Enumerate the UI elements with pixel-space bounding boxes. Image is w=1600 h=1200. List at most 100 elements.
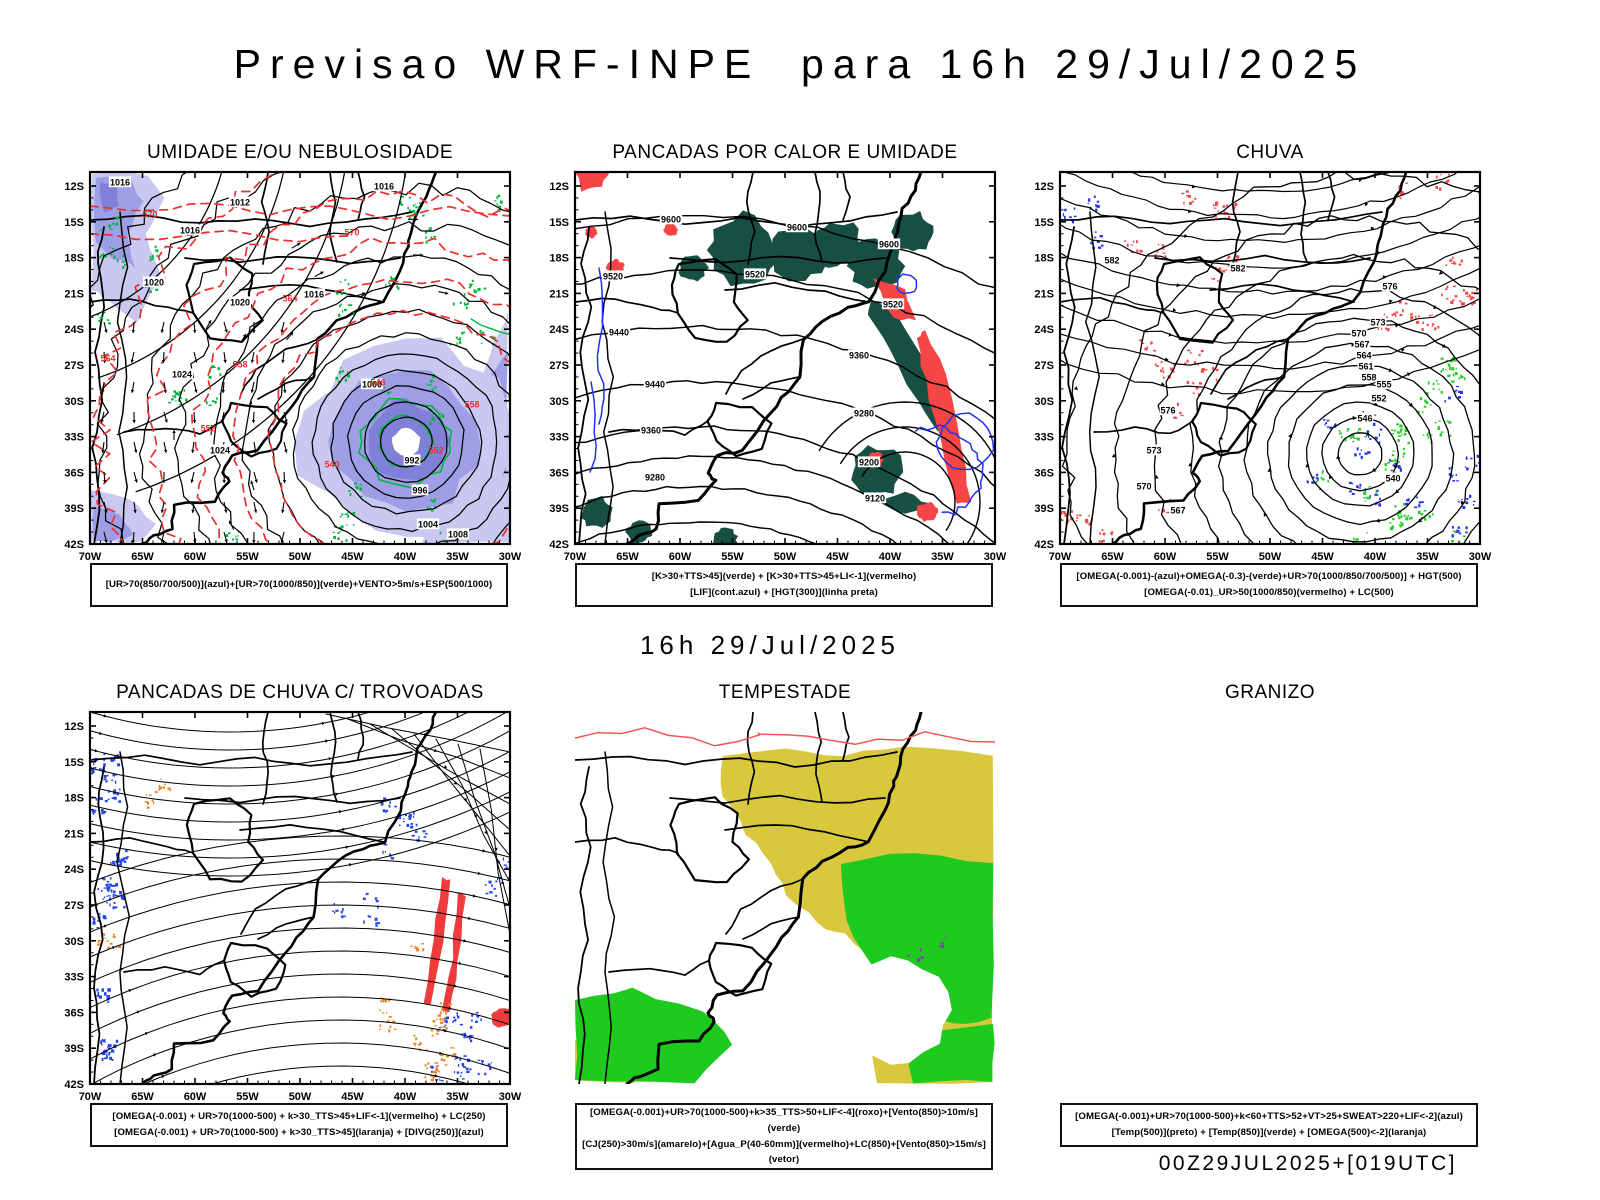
svg-text:33S: 33S xyxy=(1034,432,1054,444)
svg-text:558: 558 xyxy=(1361,372,1376,382)
caption-line: [OMEGA(-0.001) + UR>70(1000-500) + k>30_… xyxy=(112,1111,486,1123)
svg-text:55W: 55W xyxy=(236,1091,259,1103)
svg-text:50W: 50W xyxy=(1259,551,1282,563)
svg-text:9120: 9120 xyxy=(865,493,885,503)
svg-text:15S: 15S xyxy=(64,217,84,229)
panel-title: GRANIZO xyxy=(1224,682,1316,703)
svg-text:9360: 9360 xyxy=(849,350,869,360)
svg-text:992: 992 xyxy=(404,455,419,465)
panel-caption: [OMEGA(-0.001)+UR>70(1000-500)+k>35_TTS>… xyxy=(575,1103,993,1171)
svg-text:42S: 42S xyxy=(64,539,84,551)
svg-text:1008: 1008 xyxy=(448,529,468,539)
svg-text:9600: 9600 xyxy=(787,222,807,232)
caption-line: [OMEGA(-0.001)+UR>70(1000-500)+k<60+TTS>… xyxy=(1075,1111,1463,1123)
svg-text:1004: 1004 xyxy=(418,519,438,529)
svg-text:60W: 60W xyxy=(184,551,207,563)
svg-text:39S: 39S xyxy=(64,1043,84,1055)
svg-text:21S: 21S xyxy=(549,288,569,300)
svg-text:30S: 30S xyxy=(1034,396,1054,408)
panel-caption: [K>30+TTS>45](verde) + [K>30+TTS>45+LI<-… xyxy=(575,563,993,607)
map-granizo xyxy=(1060,712,1480,1084)
svg-text:18S: 18S xyxy=(1034,253,1054,265)
svg-text:582: 582 xyxy=(1230,263,1245,273)
svg-text:55W: 55W xyxy=(236,551,259,563)
panel-title: CHUVA xyxy=(1236,142,1304,163)
svg-text:570: 570 xyxy=(142,209,157,219)
svg-text:36S: 36S xyxy=(64,467,84,479)
svg-text:30W: 30W xyxy=(499,1091,522,1103)
svg-text:70W: 70W xyxy=(564,551,587,563)
svg-text:573: 573 xyxy=(1146,445,1161,455)
svg-text:27S: 27S xyxy=(549,360,569,372)
svg-text:70W: 70W xyxy=(79,551,102,563)
svg-text:552: 552 xyxy=(1371,393,1386,403)
svg-text:9600: 9600 xyxy=(661,214,681,224)
svg-text:1016: 1016 xyxy=(110,177,130,187)
svg-text:42S: 42S xyxy=(549,539,569,551)
svg-text:36S: 36S xyxy=(64,1007,84,1019)
svg-text:9520: 9520 xyxy=(883,299,903,309)
svg-text:1024: 1024 xyxy=(172,369,192,379)
svg-text:9440: 9440 xyxy=(609,327,629,337)
svg-text:12S: 12S xyxy=(64,181,84,193)
map-tempestade xyxy=(575,712,995,1084)
svg-text:558: 558 xyxy=(232,359,247,369)
svg-text:1012: 1012 xyxy=(230,197,250,207)
caption-line: [K>30+TTS>45](verde) + [K>30+TTS>45+LI<-… xyxy=(651,571,917,583)
svg-text:36S: 36S xyxy=(1034,467,1054,479)
svg-text:40W: 40W xyxy=(879,551,902,563)
svg-text:24S: 24S xyxy=(64,864,84,876)
panel-title: TEMPESTADE xyxy=(718,682,852,703)
map-chuva: 5825825765735705675765735705675645615585… xyxy=(1034,170,1492,563)
svg-text:552: 552 xyxy=(428,445,443,455)
svg-text:9440: 9440 xyxy=(645,379,665,389)
svg-text:45W: 45W xyxy=(826,551,849,563)
svg-text:21S: 21S xyxy=(1034,288,1054,300)
svg-text:35W: 35W xyxy=(446,551,469,563)
svg-text:15S: 15S xyxy=(64,757,84,769)
svg-text:564: 564 xyxy=(282,293,297,303)
svg-text:24S: 24S xyxy=(64,324,84,336)
svg-text:24S: 24S xyxy=(549,324,569,336)
svg-text:570: 570 xyxy=(1351,328,1366,338)
svg-text:1024: 1024 xyxy=(210,445,230,455)
caption-line: [OMEGA(-0.001)-(azul)+OMEGA(-0.3)-(verde… xyxy=(1076,571,1462,583)
svg-text:27S: 27S xyxy=(64,360,84,372)
svg-text:9280: 9280 xyxy=(854,408,874,418)
svg-text:65W: 65W xyxy=(131,551,154,563)
svg-text:33S: 33S xyxy=(64,432,84,444)
run-timestamp: 00Z29JUL2025+[019UTC] xyxy=(1158,1152,1457,1175)
panel-tempestade: TEMPESTADE [OMEGA(-0.001)+UR>70(1000-500… xyxy=(575,680,995,1171)
svg-text:70W: 70W xyxy=(1049,551,1072,563)
svg-text:21S: 21S xyxy=(64,288,84,300)
panel-trovoadas: PANCADAS DE CHUVA C/ TROVOADAS 12S 15S 18S… xyxy=(64,680,522,1147)
caption-line: [OMEGA(-0.001) + UR>70(1000-500) + k>30_… xyxy=(114,1127,484,1138)
caption-line: [CJ(250)>30m/s](amarelo)+[Agua_P(40-60mm… xyxy=(582,1138,986,1166)
map-pancadas-calor: 9600 9600 9600 9520 9520 9520 9440 9440 9360 9360… xyxy=(549,170,1007,563)
svg-text:1016: 1016 xyxy=(180,225,200,235)
svg-text:42S: 42S xyxy=(64,1079,84,1091)
page-title: Previsao WRF-INPE para 16h 29/Jul/2025 xyxy=(233,41,1367,88)
svg-text:65W: 65W xyxy=(1101,551,1124,563)
svg-text:582: 582 xyxy=(1104,255,1119,265)
svg-text:552: 552 xyxy=(200,423,215,433)
svg-text:567: 567 xyxy=(1170,505,1185,515)
svg-text:39S: 39S xyxy=(64,503,84,515)
svg-text:30S: 30S xyxy=(549,396,569,408)
panel-caption: [OMEGA(-0.001)-(azul)+OMEGA(-0.3)-(verde… xyxy=(1060,563,1478,607)
panel-caption: [OMEGA(-0.001)+UR>70(1000-500)+k<60+TTS>… xyxy=(1060,1103,1478,1147)
svg-text:1000: 1000 xyxy=(362,379,382,389)
panel-title: PANCADAS POR CALOR E UMIDADE xyxy=(612,142,958,163)
svg-text:30S: 30S xyxy=(64,396,84,408)
svg-text:40W: 40W xyxy=(394,551,417,563)
svg-text:12S: 12S xyxy=(64,721,84,733)
svg-text:33S: 33S xyxy=(549,432,569,444)
svg-text:40W: 40W xyxy=(394,1091,417,1103)
svg-text:21S: 21S xyxy=(64,828,84,840)
panel-caption: [OMEGA(-0.001) + UR>70(1000-500) + k>30_… xyxy=(90,1103,508,1147)
caption-line: [OMEGA(-0.001)+UR>70(1000-500)+k>35_TTS>… xyxy=(590,1107,978,1134)
svg-text:45W: 45W xyxy=(341,1091,364,1103)
svg-text:35W: 35W xyxy=(1416,551,1439,563)
svg-text:1016: 1016 xyxy=(374,181,394,191)
